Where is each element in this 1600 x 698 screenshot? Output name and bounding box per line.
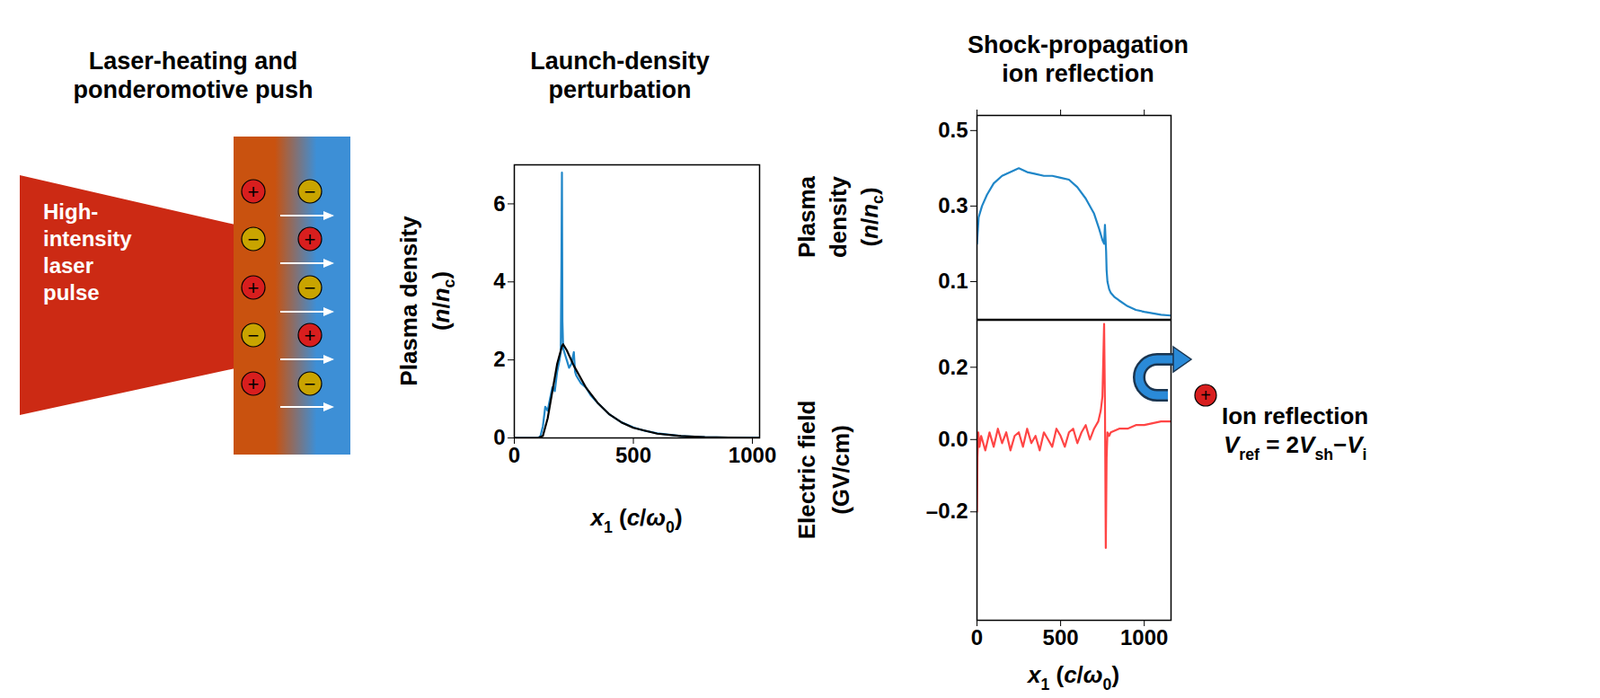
- svg-text:(n/nc): (n/nc): [856, 186, 887, 247]
- svg-text:1000: 1000: [728, 442, 777, 468]
- svg-text:2: 2: [493, 346, 505, 372]
- svg-text:intensity: intensity: [43, 226, 133, 251]
- svg-text:x1 (c/ω0): x1 (c/ω0): [588, 503, 682, 537]
- svg-text:−: −: [304, 276, 317, 300]
- svg-text:(GV/cm): (GV/cm): [827, 424, 855, 515]
- svg-text:+: +: [247, 372, 260, 396]
- svg-text:+: +: [304, 228, 317, 251]
- svg-text:Ion reflection: Ion reflection: [1221, 402, 1369, 430]
- html-text:ponderomotive push: ponderomotive push: [73, 76, 314, 104]
- svg-text:density: density: [824, 175, 852, 258]
- svg-text:Vref = 2Vsh−Vi: Vref = 2Vsh−Vi: [1223, 431, 1367, 464]
- svg-text:0: 0: [493, 424, 505, 450]
- svg-text:+: +: [247, 180, 260, 204]
- svg-text:0.3: 0.3: [937, 193, 968, 218]
- html-text:Laser-heating and: Laser-heating and: [88, 47, 298, 75]
- html-text:Launch-density: Launch-density: [530, 47, 710, 75]
- svg-text:1000: 1000: [1120, 625, 1168, 650]
- svg-text:pulse: pulse: [43, 280, 100, 305]
- svg-text:−: −: [304, 180, 317, 204]
- svg-text:500: 500: [1043, 625, 1079, 650]
- svg-text:+: +: [1200, 385, 1212, 406]
- svg-text:High-: High-: [43, 199, 98, 224]
- svg-text:Plasma density: Plasma density: [395, 215, 423, 387]
- html-text:Shock-propagation: Shock-propagation: [967, 31, 1189, 59]
- svg-text:4: 4: [493, 268, 506, 293]
- svg-text:6: 6: [493, 191, 505, 216]
- svg-text:Plasma: Plasma: [793, 175, 821, 258]
- svg-text:(n/nc): (n/nc): [427, 271, 459, 331]
- svg-text:0: 0: [971, 625, 983, 650]
- svg-text:−: −: [247, 228, 260, 251]
- svg-text:–0.2: –0.2: [926, 498, 969, 523]
- svg-text:−: −: [304, 372, 317, 396]
- svg-text:0.2: 0.2: [937, 353, 968, 379]
- html-text:ion reflection: ion reflection: [1001, 60, 1155, 88]
- svg-text:x1 (c/ω0): x1 (c/ω0): [1025, 661, 1120, 694]
- svg-text:0.5: 0.5: [937, 117, 968, 142]
- svg-text:0: 0: [508, 442, 521, 468]
- svg-text:laser: laser: [43, 253, 94, 278]
- svg-text:−: −: [247, 324, 260, 347]
- html-text:perturbation: perturbation: [548, 76, 692, 104]
- svg-text:+: +: [247, 276, 260, 300]
- svg-text:+: +: [304, 324, 317, 347]
- svg-text:Electric field: Electric field: [793, 400, 821, 540]
- svg-text:500: 500: [615, 442, 652, 468]
- svg-text:0.1: 0.1: [937, 268, 968, 293]
- svg-text:0.0: 0.0: [937, 426, 968, 451]
